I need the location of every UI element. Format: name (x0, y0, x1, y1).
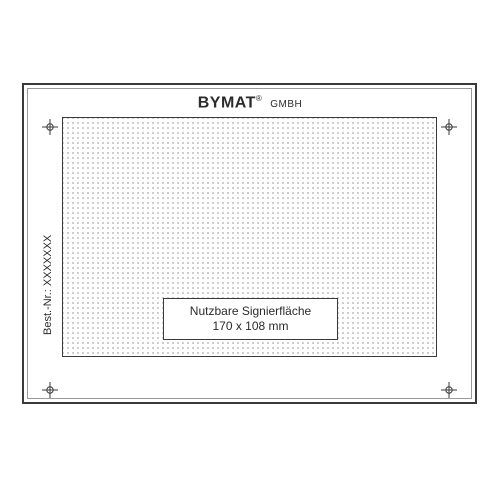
order-number-prefix: Best.-Nr.: (42, 286, 54, 335)
brand-logo: BYMAT® GMBH (0, 94, 500, 112)
signing-area-label-line1: Nutzbare Signierfläche (190, 304, 311, 319)
signing-area-label-box: Nutzbare Signierfläche 170 x 108 mm (163, 298, 338, 340)
registered-trademark-icon: ® (256, 94, 262, 103)
registration-mark-icon (441, 382, 457, 398)
registration-mark-icon (42, 119, 58, 135)
registration-mark-icon (42, 382, 58, 398)
order-number-label: Best.-Nr.: XXXXXXX (42, 235, 54, 335)
registration-mark-icon (441, 119, 457, 135)
order-number-value: XXXXXXX (42, 235, 54, 286)
page-canvas: BYMAT® GMBH Best.-Nr.: XXXXXXX Nutzbare … (0, 0, 500, 500)
signing-area-label-line2: 170 x 108 mm (212, 319, 288, 334)
brand-sub-text: GMBH (270, 99, 302, 110)
brand-main-text: BYMAT (198, 94, 256, 111)
